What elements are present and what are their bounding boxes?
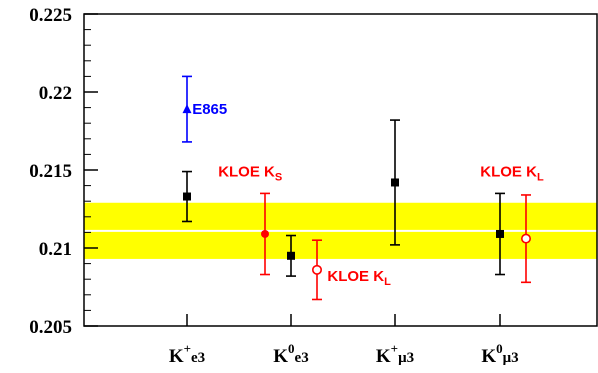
y-tick-label: 0.215	[29, 161, 72, 182]
y-tick-label: 0.21	[39, 239, 72, 260]
x-tick-label: K+e3	[169, 341, 205, 367]
marker-square	[287, 251, 295, 260]
annotation-label: E865	[192, 101, 227, 118]
data-point-circle-open	[520, 194, 531, 284]
uncertainty-band	[84, 202, 597, 259]
data-point-triangle	[182, 75, 192, 143]
y-tick-label: 0.205	[29, 317, 72, 338]
marker-square	[183, 192, 191, 201]
annotation-label: KLOE KL	[327, 268, 391, 288]
x-tick-label: K0e3	[273, 341, 308, 367]
data-point-circle-filled	[260, 192, 270, 276]
data-point-square	[182, 170, 192, 223]
data-points	[182, 75, 531, 301]
plot-frame: 0.205 0.21 0.215 0.22 0.225 K+e3 K0e3 K+μ3 K0μ3	[29, 5, 598, 367]
annotation-label: KLOE KS	[218, 164, 282, 184]
data-point-square	[286, 234, 296, 277]
y-tick-label: 0.22	[39, 83, 72, 104]
marker-square	[391, 178, 399, 187]
x-tick-label: K+μ3	[376, 341, 414, 367]
annotation-label: KLOE KL	[480, 164, 544, 184]
marker-triangle	[182, 104, 192, 114]
annotations: E865 KLOE KS KLOE KL KLOE KL	[192, 101, 544, 288]
data-point-circle-open	[311, 239, 322, 301]
data-point-square	[495, 192, 505, 276]
marker-square	[496, 229, 504, 238]
x-tick-label: K0μ3	[481, 341, 518, 367]
marker-circle-open	[311, 264, 322, 275]
y-tick-label: 0.225	[29, 5, 72, 26]
marker-circle-filled	[261, 229, 269, 238]
marker-circle-open	[520, 233, 531, 244]
data-point-square	[390, 119, 400, 246]
